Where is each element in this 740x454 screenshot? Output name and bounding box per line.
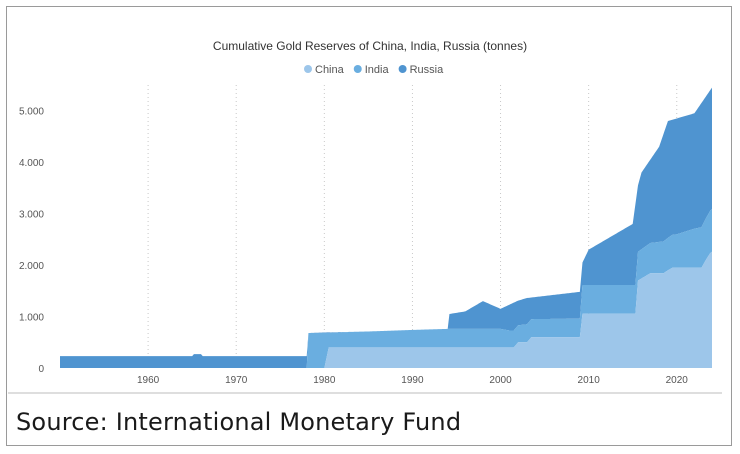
- x-tick-label: 2000: [489, 375, 512, 386]
- y-tick-label: 5.000: [19, 107, 44, 118]
- legend-marker: [398, 65, 407, 73]
- series-area-china: [60, 251, 712, 368]
- y-axis-ticks: 0 1.000 2.000 3.000 4.000 5.000: [19, 107, 44, 375]
- x-axis-ticks: 1960 1970 1980 1990 2000 2010 2020: [137, 375, 688, 386]
- chart-legend: China India Russia: [304, 64, 444, 76]
- legend-label: China: [315, 64, 345, 76]
- y-tick-label: 2.000: [19, 261, 44, 272]
- x-tick-label: 1980: [313, 375, 336, 386]
- plot-areas: [60, 87, 712, 368]
- legend-label: Russia: [410, 64, 445, 76]
- legend-item-india[interactable]: India: [353, 64, 390, 76]
- y-tick-label: 1.000: [19, 313, 44, 324]
- chart-title: Cumulative Gold Reserves of China, India…: [213, 39, 527, 53]
- x-tick-label: 2020: [666, 375, 689, 386]
- y-tick-label: 3.000: [19, 210, 44, 221]
- x-tick-label: 2010: [578, 375, 601, 386]
- legend-marker: [353, 65, 362, 73]
- legend-marker: [304, 65, 312, 73]
- x-tick-label: 1970: [225, 375, 248, 386]
- legend-item-china[interactable]: China: [304, 64, 345, 76]
- series-area-russia: [60, 87, 712, 368]
- legend-label: India: [365, 64, 390, 76]
- x-tick-label: 1960: [137, 375, 160, 386]
- legend-item-russia[interactable]: Russia: [398, 64, 445, 76]
- y-tick-label: 4.000: [19, 158, 44, 169]
- y-tick-label: 0: [38, 364, 44, 375]
- chart-frame: [6, 6, 732, 446]
- source-caption: Source: International Monetary Fund: [16, 408, 462, 436]
- x-tick-label: 1990: [401, 375, 424, 386]
- series-area-india: [60, 209, 712, 368]
